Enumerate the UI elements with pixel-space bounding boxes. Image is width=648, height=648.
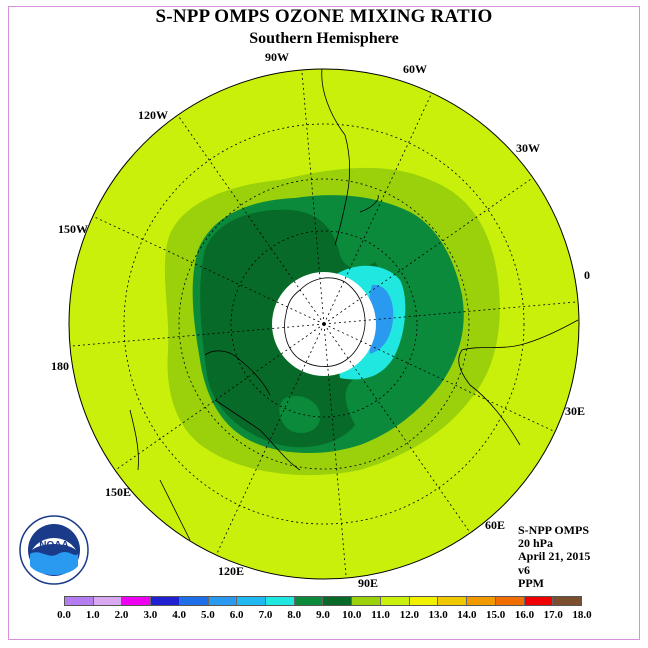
colorbar-segment (323, 597, 353, 605)
colorbar-tick-label: 17.0 (543, 609, 563, 621)
colorbar-segment (467, 597, 496, 605)
info-level: 20 hPa (518, 536, 554, 551)
info-block: S-NPP OMPS 20 hPa April 21, 2015 v6 PPM (518, 523, 591, 590)
colorbar-segment (380, 597, 410, 605)
colorbar-segment (352, 597, 381, 605)
noaa-logo: NOAA (18, 514, 90, 591)
latitude-circle (123, 123, 525, 525)
page-title: S-NPP OMPS OZONE MIXING RATIO (155, 6, 493, 27)
graticule (123, 123, 525, 525)
colorbar-tick-label: 8.0 (287, 609, 302, 621)
colorbar-tick-label: 7.0 (258, 609, 273, 621)
colorbar-segment (65, 597, 94, 605)
colorbar-tick-label: 9.0 (316, 609, 330, 621)
lon-label-120w: 120W (138, 108, 168, 122)
colorbar-tick-label: 12.0 (399, 609, 419, 621)
colorbar-tick-label: 0.0 (57, 609, 71, 621)
plot-frame (8, 6, 640, 640)
colorbar-tick-label: 5.0 (201, 609, 215, 621)
info-units: PPM (518, 575, 544, 590)
lon-label-180: 180 (51, 359, 69, 373)
colorbar-segment (179, 597, 209, 605)
antarctica-coast (284, 277, 366, 367)
lon-label-90e: 90E (358, 576, 379, 590)
colorbar-tick-label: 3.0 (143, 609, 158, 621)
colorbar-tick-label: 15.0 (486, 609, 506, 621)
lon-label-30w: 30W (516, 141, 540, 155)
lon-label-60w: 60W (403, 62, 427, 76)
australia-coast (204, 350, 301, 471)
colorbar-segment (93, 597, 123, 605)
info-date: April 21, 2015 (518, 549, 591, 564)
colorbar-tick-label: 11.0 (371, 609, 390, 621)
ozone-field (69, 69, 579, 579)
colorbar-segment (151, 597, 180, 605)
new-zealand-coast (129, 409, 191, 541)
field-9-10-hole (279, 395, 321, 434)
lon-label-30e: 30E (565, 404, 586, 418)
colorbar-segment (409, 597, 439, 605)
colorbar-tick-label: 16.0 (514, 609, 535, 621)
colorbar-tick-label: 4.0 (172, 609, 186, 621)
colorbar-segment (237, 597, 267, 605)
colorbar-segment (208, 597, 238, 605)
coastlines (129, 69, 579, 541)
colorbar-tick-label: 13.0 (428, 609, 448, 621)
info-version: v6 (518, 562, 530, 577)
lon-label-150e: 150E (105, 485, 132, 499)
colorbar-segment (122, 597, 152, 605)
lon-label-0: 0 (584, 268, 590, 282)
colorbar-segment (294, 597, 324, 605)
colorbar-segment (553, 597, 581, 605)
lon-label-120e: 120E (218, 564, 245, 578)
noaa-logo-text: NOAA (39, 540, 68, 551)
colorbar-tick-label: 6.0 (229, 609, 244, 621)
page-subtitle: Southern Hemisphere (249, 30, 399, 47)
info-instrument: S-NPP OMPS (518, 523, 589, 537)
colorbar-segment (524, 597, 554, 605)
colorbar-tick-label: 18.0 (572, 609, 592, 621)
lon-label-90w: 90W (265, 50, 289, 64)
colorbar-segment (266, 597, 295, 605)
colorbar (64, 596, 582, 606)
south-america-coast (321, 69, 379, 246)
colorbar-segment (438, 597, 468, 605)
africa-coast (458, 319, 579, 446)
lon-label-60e: 60E (485, 518, 506, 532)
colorbar-segment (495, 597, 525, 605)
colorbar-tick-label: 2.0 (114, 609, 129, 621)
colorbar-tick-label: 14.0 (457, 609, 477, 621)
latitude-circle (178, 178, 470, 470)
south-pole-point (322, 322, 326, 326)
colorbar-tick-label: 1.0 (85, 609, 100, 621)
lon-label-150w: 150W (58, 222, 88, 236)
latitude-circle (230, 230, 418, 418)
map-boundary (68, 68, 580, 580)
colorbar-tick-label: 10.0 (342, 609, 362, 621)
noaa-logo-icon: NOAA (19, 515, 89, 585)
